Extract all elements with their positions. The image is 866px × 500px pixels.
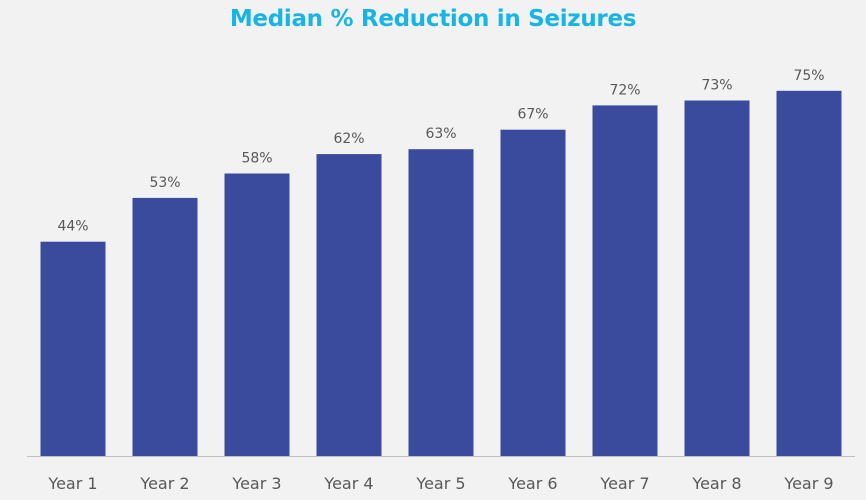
bar-6 — [500, 129, 566, 456]
bar-1 — [40, 241, 106, 456]
x-tick-label-9: Year 9 — [783, 474, 833, 493]
bars-layer: 44% 53% 58% 62% 63% 67% 72% 73% 75% — [40, 68, 842, 457]
bar-8 — [684, 100, 750, 456]
bar-2 — [132, 197, 198, 456]
x-tick-label-7: Year 7 — [599, 474, 649, 493]
data-label-7: 72% — [609, 82, 640, 98]
x-tick-label-6: Year 6 — [507, 474, 557, 493]
bar-9 — [776, 90, 842, 457]
chart-title: Median % Reduction in Seizures — [229, 6, 637, 32]
x-tick-labels: Year 1 Year 2 Year 3 Year 4 Year 5 Year 6 Year… — [47, 474, 833, 493]
data-label-6: 67% — [517, 107, 548, 123]
bar-5 — [408, 149, 474, 456]
x-tick-label-8: Year 8 — [691, 474, 741, 493]
bar-4 — [316, 154, 382, 456]
data-label-5: 63% — [425, 126, 456, 142]
x-tick-label-5: Year 5 — [415, 474, 465, 493]
data-label-9: 75% — [793, 68, 824, 84]
x-tick-label-3: Year 3 — [231, 474, 281, 493]
bar-7 — [592, 105, 658, 457]
data-label-4: 62% — [333, 131, 364, 147]
x-tick-label-2: Year 2 — [139, 474, 189, 493]
data-label-2: 53% — [149, 175, 180, 191]
bar-3 — [224, 173, 290, 456]
x-tick-label-4: Year 4 — [323, 474, 373, 493]
data-label-8: 73% — [701, 78, 732, 94]
data-label-1: 44% — [57, 219, 88, 235]
x-tick-label-1: Year 1 — [47, 474, 97, 493]
data-label-3: 58% — [241, 151, 272, 167]
